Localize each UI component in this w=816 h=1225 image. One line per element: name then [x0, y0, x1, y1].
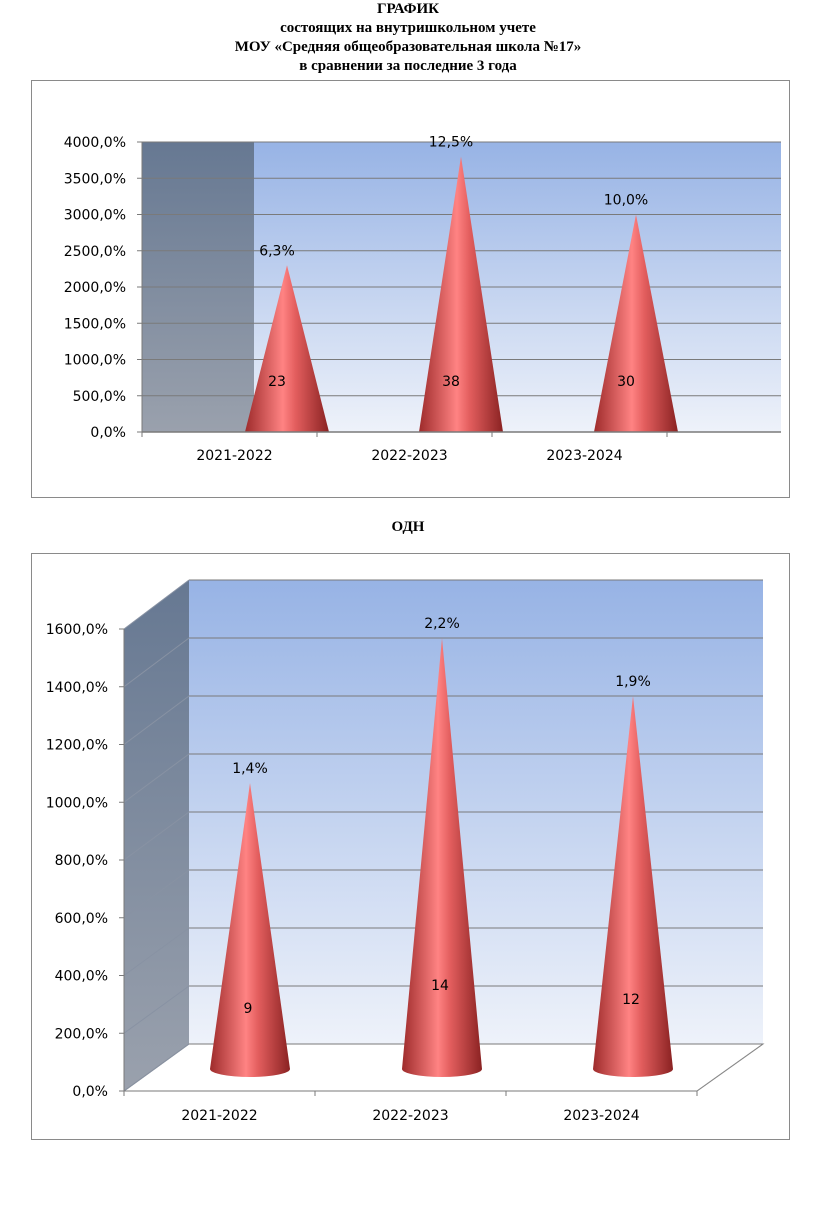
- chart-2-side-gridline: [123, 927, 190, 976]
- chart-1-y-tick-label: 2500,0%: [64, 244, 126, 260]
- chart-1-y-tick-label: 3000,0%: [64, 208, 126, 224]
- chart-2-count-label: 14: [431, 978, 449, 994]
- chart-1-percent-label: 12,5%: [429, 135, 473, 151]
- chart-1-percent-label: 6,3%: [259, 243, 295, 259]
- chart-1-y-tick-label: 3500,0%: [64, 171, 126, 187]
- chart-1-y-tick-label: 1000,0%: [64, 353, 126, 369]
- chart-1-cone: [594, 214, 678, 432]
- chart-2-side-gridline: [123, 985, 190, 1034]
- heading-line-1: ГРАФИК: [376, 1, 440, 17]
- chart-1-y-tick-label: 1500,0%: [64, 316, 126, 332]
- chart-2-y-tick-label: 1600,0%: [46, 622, 108, 638]
- heading-line-4: в сравнении за последние 3 года: [299, 58, 517, 74]
- chart-2-side-gridline: [123, 637, 190, 688]
- chart-2-y-tick-label: 800,0%: [55, 853, 108, 869]
- chart-1-y-tick-label: 2000,0%: [64, 280, 126, 296]
- chart-2-y-tick-label: 1000,0%: [46, 795, 108, 811]
- chart-1-x-tick-label: 2022-2023: [371, 448, 447, 464]
- chart-2-percent-label: 1,9%: [615, 674, 651, 690]
- chart-heading: ГРАФИК состоящих на внутришкольном учете…: [0, 0, 816, 76]
- chart-2-y-tick-label: 0,0%: [72, 1084, 108, 1100]
- chart-2-cone: [402, 638, 482, 1077]
- chart-2-y-tick-label: 600,0%: [55, 911, 108, 927]
- chart-1-count-label: 38: [442, 374, 460, 390]
- chart-2-y-tick-label: 200,0%: [55, 1026, 108, 1042]
- chart-2-side-gridline: [123, 869, 190, 919]
- chart-1-x-tick-label: 2023-2024: [546, 448, 622, 464]
- heading-line-2: состоящих на внутришкольном учете: [280, 20, 536, 36]
- chart-2-side-gridline: [123, 695, 190, 745]
- chart-1-y-tick-label: 4000,0%: [64, 135, 126, 151]
- chart-1-count-label: 23: [268, 374, 286, 390]
- chart-2-cone: [210, 783, 290, 1077]
- chart-2-y-tick-label: 1400,0%: [46, 680, 108, 696]
- chart-2-percent-label: 2,2%: [424, 616, 460, 632]
- chart-2-y-tick-label: 400,0%: [55, 969, 108, 985]
- chart-1-x-tick-label: 2021-2022: [196, 448, 272, 464]
- chart-2-side-gridline: [123, 811, 190, 861]
- chart-1-count-label: 30: [617, 374, 635, 390]
- chart-2-x-tick-label: 2021-2022: [181, 1108, 257, 1124]
- chart-2-x-tick-label: 2023-2024: [563, 1108, 639, 1124]
- chart-1-percent-label: 10,0%: [604, 193, 648, 209]
- chart-1-y-tick-label: 500,0%: [73, 389, 126, 405]
- chart-2-x-tick-label: 2022-2023: [372, 1108, 448, 1124]
- chart-1-y-tick-label: 0,0%: [90, 425, 126, 441]
- heading-line-3: МОУ «Средняя общеобразовательная школа №…: [234, 39, 582, 55]
- chart-2-floor-edge: [696, 1043, 764, 1092]
- chart-2-side-gridline: [123, 579, 190, 630]
- chart-2-side-gridline: [123, 1043, 190, 1092]
- chart-1-cone: [419, 156, 503, 432]
- chart-1-cone: [245, 265, 329, 432]
- chart-2-percent-label: 1,4%: [232, 761, 268, 777]
- chart-2-count-label: 9: [244, 1001, 253, 1017]
- chart-2-cone: [593, 696, 673, 1077]
- chart-2-side-gridline: [123, 753, 190, 803]
- chart-2-y-tick-label: 1200,0%: [46, 738, 108, 754]
- odn-title: ОДН: [391, 519, 425, 535]
- chart-2-count-label: 12: [622, 992, 640, 1008]
